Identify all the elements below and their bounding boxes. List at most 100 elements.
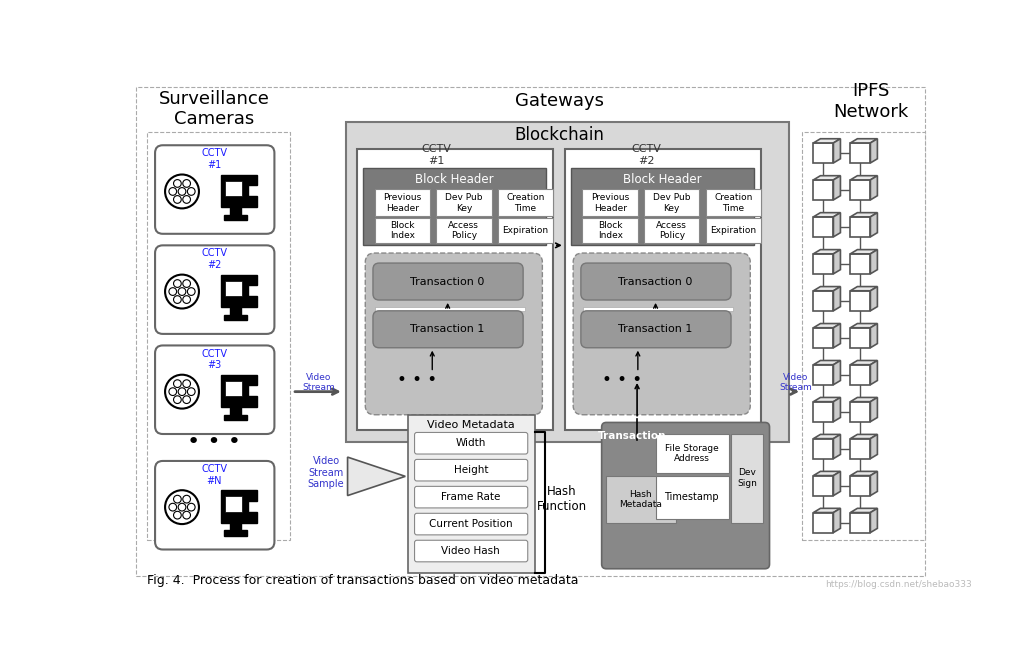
Polygon shape bbox=[814, 508, 840, 513]
Circle shape bbox=[183, 280, 190, 287]
FancyBboxPatch shape bbox=[415, 540, 528, 562]
Text: Transaction 1: Transaction 1 bbox=[618, 325, 692, 334]
Polygon shape bbox=[814, 471, 840, 475]
FancyBboxPatch shape bbox=[851, 439, 870, 459]
Circle shape bbox=[169, 288, 177, 295]
Polygon shape bbox=[851, 287, 878, 291]
FancyBboxPatch shape bbox=[581, 263, 731, 300]
FancyBboxPatch shape bbox=[224, 415, 246, 420]
FancyBboxPatch shape bbox=[436, 218, 492, 243]
Text: CCTV
#N: CCTV #N bbox=[202, 464, 228, 485]
FancyBboxPatch shape bbox=[814, 143, 833, 163]
FancyBboxPatch shape bbox=[851, 143, 870, 163]
FancyBboxPatch shape bbox=[571, 168, 755, 245]
Polygon shape bbox=[833, 139, 840, 163]
Text: Previous
Header: Previous Header bbox=[383, 194, 421, 213]
Polygon shape bbox=[833, 360, 840, 385]
Polygon shape bbox=[814, 398, 840, 402]
FancyBboxPatch shape bbox=[363, 168, 546, 245]
Circle shape bbox=[165, 275, 199, 309]
Text: Video
Stream
Sample: Video Stream Sample bbox=[307, 456, 345, 489]
FancyBboxPatch shape bbox=[814, 291, 833, 311]
Circle shape bbox=[187, 503, 196, 511]
Polygon shape bbox=[870, 249, 878, 274]
Polygon shape bbox=[814, 139, 840, 143]
Circle shape bbox=[178, 288, 186, 295]
FancyBboxPatch shape bbox=[365, 253, 542, 415]
Circle shape bbox=[183, 380, 190, 388]
Text: Transaction 0: Transaction 0 bbox=[411, 277, 484, 287]
FancyBboxPatch shape bbox=[802, 132, 925, 540]
FancyBboxPatch shape bbox=[224, 530, 246, 535]
FancyBboxPatch shape bbox=[814, 180, 833, 200]
Text: Hash
Function: Hash Function bbox=[536, 485, 587, 513]
Polygon shape bbox=[814, 360, 840, 364]
Text: CCTV
#2: CCTV #2 bbox=[631, 144, 661, 166]
Polygon shape bbox=[870, 139, 878, 163]
FancyBboxPatch shape bbox=[851, 217, 870, 237]
Polygon shape bbox=[851, 434, 878, 439]
Circle shape bbox=[183, 296, 190, 303]
FancyBboxPatch shape bbox=[851, 513, 870, 533]
FancyBboxPatch shape bbox=[644, 218, 700, 243]
Polygon shape bbox=[220, 275, 258, 307]
Polygon shape bbox=[814, 249, 840, 254]
Text: Expiration: Expiration bbox=[710, 226, 757, 235]
Circle shape bbox=[178, 388, 186, 396]
FancyBboxPatch shape bbox=[814, 217, 833, 237]
FancyBboxPatch shape bbox=[230, 207, 240, 215]
FancyBboxPatch shape bbox=[415, 460, 528, 481]
Polygon shape bbox=[870, 213, 878, 237]
FancyBboxPatch shape bbox=[155, 145, 274, 234]
Text: Video Hash: Video Hash bbox=[441, 546, 500, 556]
Polygon shape bbox=[814, 213, 840, 217]
FancyBboxPatch shape bbox=[851, 254, 870, 274]
FancyBboxPatch shape bbox=[583, 189, 638, 216]
Text: CCTV
#3: CCTV #3 bbox=[202, 348, 228, 370]
Circle shape bbox=[178, 503, 186, 511]
FancyBboxPatch shape bbox=[357, 149, 553, 430]
Text: Blockchain: Blockchain bbox=[514, 126, 604, 144]
FancyBboxPatch shape bbox=[226, 181, 242, 196]
Circle shape bbox=[183, 180, 190, 188]
FancyBboxPatch shape bbox=[498, 189, 553, 216]
Text: Previous
Header: Previous Header bbox=[591, 194, 629, 213]
Circle shape bbox=[183, 495, 190, 503]
Text: Access
Policy: Access Policy bbox=[448, 221, 479, 241]
Polygon shape bbox=[220, 174, 258, 207]
Text: Frame Rate: Frame Rate bbox=[441, 492, 501, 502]
FancyBboxPatch shape bbox=[155, 345, 274, 434]
FancyBboxPatch shape bbox=[226, 381, 242, 396]
Polygon shape bbox=[833, 213, 840, 237]
Circle shape bbox=[165, 174, 199, 208]
FancyBboxPatch shape bbox=[583, 307, 734, 311]
Polygon shape bbox=[851, 360, 878, 364]
Text: Creation
Time: Creation Time bbox=[506, 194, 544, 213]
Circle shape bbox=[169, 388, 177, 396]
Circle shape bbox=[174, 396, 181, 404]
Circle shape bbox=[183, 196, 190, 203]
Circle shape bbox=[169, 503, 177, 511]
Polygon shape bbox=[851, 213, 878, 217]
FancyBboxPatch shape bbox=[136, 88, 925, 577]
Text: Video
Stream: Video Stream bbox=[779, 372, 812, 392]
FancyBboxPatch shape bbox=[415, 513, 528, 535]
FancyBboxPatch shape bbox=[230, 523, 240, 530]
Polygon shape bbox=[833, 434, 840, 459]
Circle shape bbox=[174, 280, 181, 287]
FancyBboxPatch shape bbox=[814, 402, 833, 422]
Text: Timestamp: Timestamp bbox=[664, 492, 719, 502]
Polygon shape bbox=[870, 287, 878, 311]
Circle shape bbox=[165, 374, 199, 408]
Polygon shape bbox=[851, 508, 878, 513]
Polygon shape bbox=[814, 287, 840, 291]
FancyBboxPatch shape bbox=[226, 496, 242, 512]
Text: Transaction 0: Transaction 0 bbox=[618, 277, 692, 287]
Polygon shape bbox=[220, 374, 258, 407]
Polygon shape bbox=[870, 471, 878, 495]
FancyBboxPatch shape bbox=[851, 180, 870, 200]
Text: CCTV
#2: CCTV #2 bbox=[202, 249, 228, 270]
Polygon shape bbox=[851, 139, 878, 143]
Text: CCTV
#1: CCTV #1 bbox=[202, 148, 228, 170]
Circle shape bbox=[183, 511, 190, 519]
